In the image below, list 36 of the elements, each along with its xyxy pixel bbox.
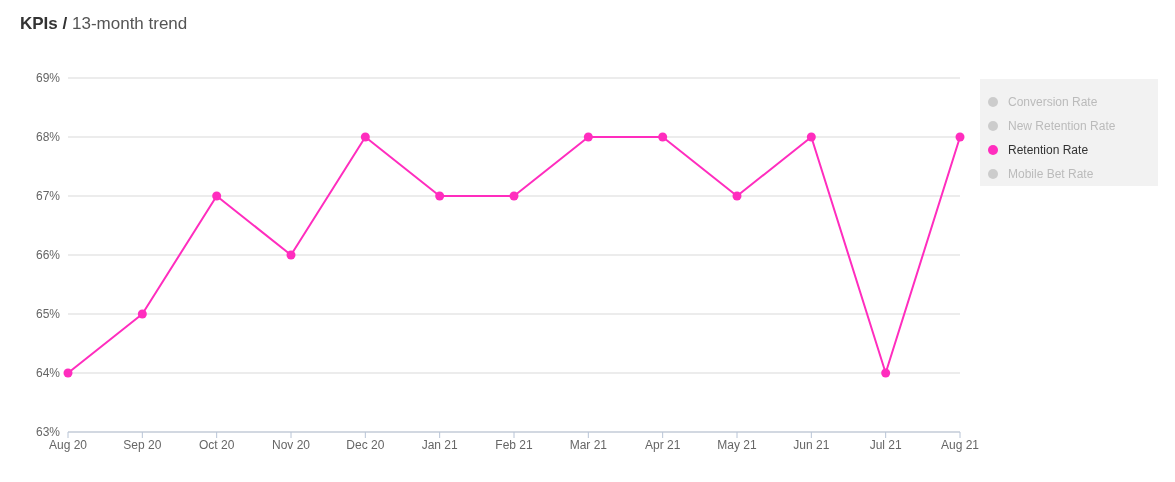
y-tick-label: 68% <box>35 130 61 145</box>
chart-title: KPIs / <box>20 14 68 33</box>
legend-label: Retention Rate <box>1007 142 1090 159</box>
x-tick-label: Sep 20 <box>123 437 162 452</box>
point <box>212 191 222 201</box>
point <box>658 132 668 142</box>
point <box>286 250 296 260</box>
x-tick-label: Oct 20 <box>198 437 235 452</box>
point <box>955 132 965 142</box>
y-tick-label: 69% <box>35 71 61 86</box>
x-tick-label: Aug 20 <box>48 437 88 452</box>
x-tick-label: Nov 20 <box>271 437 311 452</box>
chart-subtitle: 13-month trend <box>71 14 188 33</box>
y-tick-label: 66% <box>35 248 61 263</box>
y-tick-label: 67% <box>35 189 61 204</box>
y-tick-label: 63% <box>35 425 61 440</box>
x-tick-label: Jun 21 <box>793 437 830 452</box>
x-tick-label: Dec 20 <box>346 437 385 452</box>
y-tick-label: 65% <box>35 307 61 322</box>
point <box>360 132 370 142</box>
x-tick-label: Feb 21 <box>495 437 534 452</box>
x-tick-label: May 21 <box>717 437 757 452</box>
x-tick-label: Jan 21 <box>421 437 459 452</box>
x-tick-label: Jul 21 <box>869 437 902 452</box>
point <box>63 368 73 378</box>
point <box>509 191 519 201</box>
point <box>435 191 445 201</box>
x-tick-label: Mar 21 <box>569 437 608 452</box>
x-tick-label: Aug 21 <box>940 437 980 452</box>
y-tick-label: 64% <box>35 366 61 381</box>
point <box>806 132 816 142</box>
point <box>881 368 891 378</box>
point <box>732 191 742 201</box>
point <box>583 132 593 142</box>
point <box>137 309 147 319</box>
x-tick-label: Apr 21 <box>644 437 681 452</box>
